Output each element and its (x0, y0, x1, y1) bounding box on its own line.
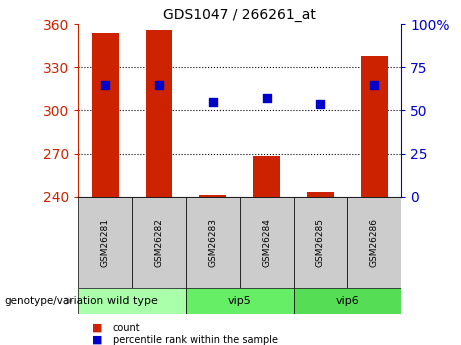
Point (317, 101, 324, 106)
Text: ■: ■ (92, 335, 103, 345)
Point (209, 99, 217, 105)
Text: genotype/variation: genotype/variation (5, 296, 104, 306)
Text: percentile rank within the sample: percentile rank within the sample (113, 335, 278, 345)
Text: GSM26281: GSM26281 (101, 218, 110, 267)
Bar (132, 197, 186, 288)
Bar (361, 56, 388, 197)
Bar (92, 33, 118, 197)
Text: wild type: wild type (106, 296, 158, 306)
Text: GSM26284: GSM26284 (262, 218, 271, 267)
Bar (253, 156, 280, 197)
Bar (294, 197, 347, 288)
Point (371, 82, 378, 87)
Bar (146, 30, 172, 197)
Bar (347, 197, 401, 288)
Point (263, 96, 270, 101)
Text: GSM26285: GSM26285 (316, 218, 325, 267)
Bar (240, 197, 294, 288)
Title: GDS1047 / 266261_at: GDS1047 / 266261_at (163, 8, 316, 22)
Bar (307, 193, 334, 197)
Bar (78, 288, 186, 314)
Text: vip5: vip5 (228, 296, 252, 306)
Text: vip6: vip6 (336, 296, 359, 306)
Text: GSM26282: GSM26282 (154, 218, 164, 267)
Text: GSM26286: GSM26286 (370, 218, 378, 267)
Text: ■: ■ (92, 323, 103, 333)
Bar (186, 197, 240, 288)
Bar (199, 195, 226, 197)
Text: count: count (113, 323, 141, 333)
Point (101, 82, 109, 87)
Bar (186, 288, 294, 314)
Bar (78, 197, 132, 288)
Point (155, 82, 163, 87)
Bar (294, 288, 401, 314)
Text: GSM26283: GSM26283 (208, 218, 217, 267)
